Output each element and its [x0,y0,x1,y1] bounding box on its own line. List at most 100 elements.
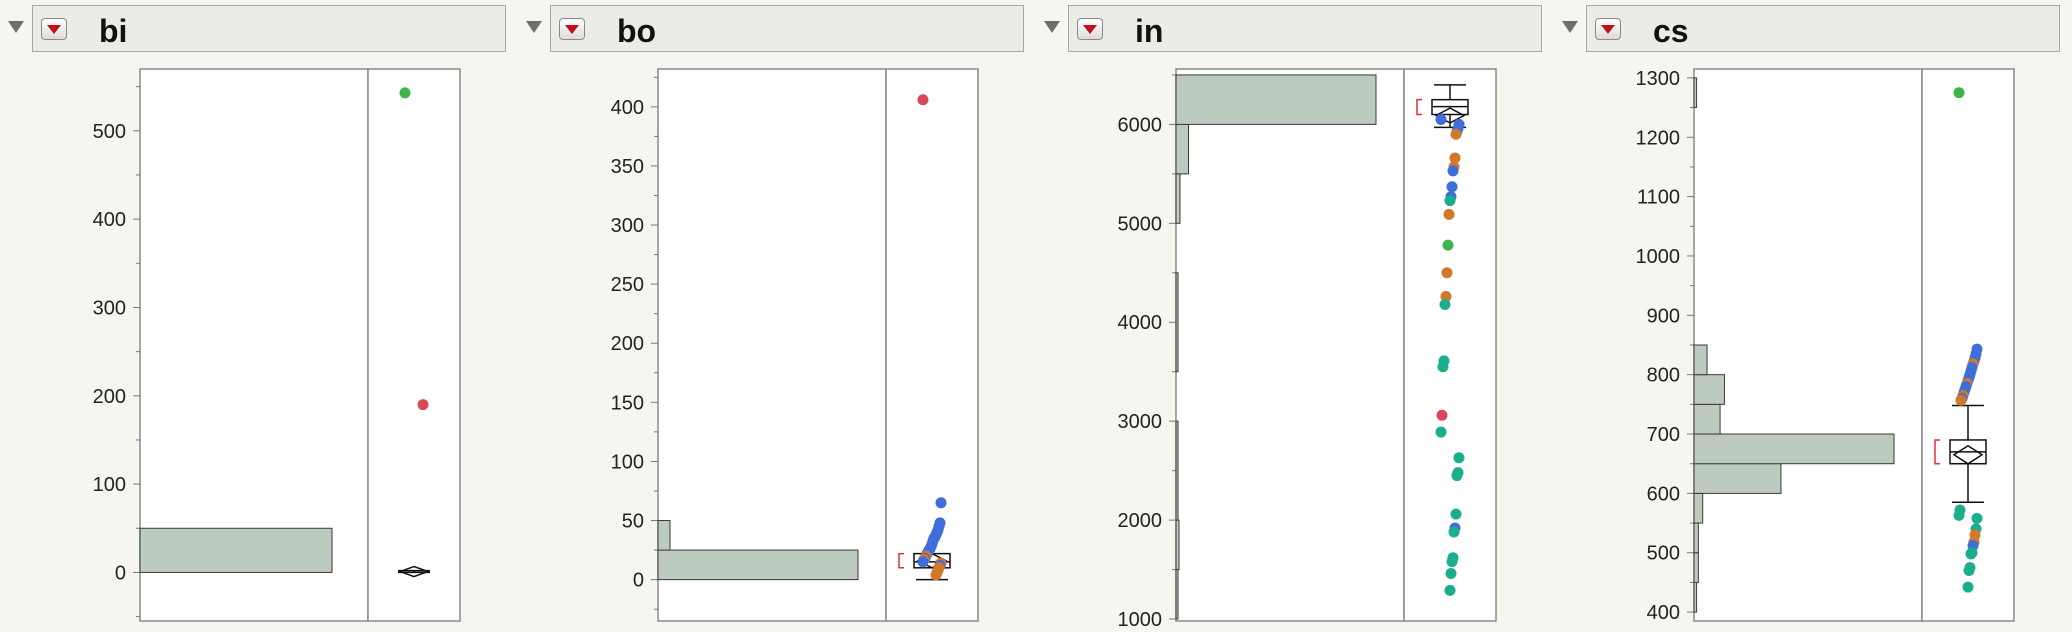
y-tick-label: 1200 [1636,127,1681,149]
y-tick-label: 400 [611,97,644,119]
y-tick-label: 400 [93,209,126,231]
boxplot-frame [1403,68,1497,622]
disclosure-triangle-icon[interactable] [526,21,542,33]
data-point [1446,181,1458,193]
data-point [417,399,429,411]
panel-title: bo [617,13,657,49]
red-triangle-menu-button[interactable] [41,18,67,40]
histogram-bar [657,549,859,581]
histogram-bar [1693,581,1698,613]
disclosure-triangle-icon[interactable] [1044,21,1060,33]
y-tick-label: 350 [611,156,644,178]
red-triangle-menu-icon [1601,25,1615,34]
shortest-half-bracket [898,552,904,569]
data-point [1435,426,1447,438]
panel-title: cs [1653,13,1689,49]
y-tick-label: 100 [611,451,644,473]
y-tick-label: 6000 [1118,114,1163,136]
histogram-bar [1175,74,1377,125]
y-tick-label: 250 [611,274,644,296]
y-tick-label: 100 [93,474,126,496]
histogram-bar [1175,173,1181,224]
chart-bo: 0 50 100 150 200 250 300 350 400 [611,68,979,622]
histogram-bar [1693,492,1704,524]
y-tick-label: 300 [611,215,644,237]
y-tick-label: 600 [1647,483,1680,505]
data-point [1451,470,1463,482]
panel-title: bi [99,13,128,49]
histogram-bar [1693,77,1698,109]
data-point [1444,584,1456,596]
data-point [1439,298,1451,310]
data-point [935,497,947,509]
panel-header: bo [550,5,1024,52]
y-tick-label: 0 [633,570,644,592]
data-point [1953,509,1965,521]
data-point [1442,239,1454,251]
chart-cs: 400 500 600 700 800 900 1000 1100 1200 1300 [1636,68,2015,624]
data-point [1971,512,1983,524]
y-tick-label: 1100 [1637,187,1680,209]
y-tick-label: 4000 [1118,312,1163,334]
boxplot-frame [885,68,979,622]
distribution-panel-cs: cs 400 500 600 700 800 900 1000 1100 1200 1300 [1554,0,2072,632]
data-point [1449,152,1461,164]
y-tick-label: 3000 [1118,411,1163,433]
red-triangle-menu-icon [565,25,579,34]
shortest-half-bracket [1934,439,1940,465]
panel-header: in [1068,5,1542,52]
data-point [399,87,411,99]
histogram-bar [1693,344,1708,376]
data-point [1435,113,1447,125]
y-tick-label: 500 [93,121,126,143]
chart-bi: 0 100 200 300 400 500 [93,68,461,622]
distribution-panel-in: in 1000 2000 3000 4000 5000 6000 [1036,0,1556,632]
data-point [1963,565,1975,577]
red-triangle-menu-icon [47,25,61,34]
y-tick-label: 300 [93,297,126,319]
data-point [1953,87,1965,99]
data-point [1448,526,1460,538]
data-point [1955,394,1967,406]
red-triangle-menu-button[interactable] [1077,18,1103,40]
data-point [1443,208,1455,220]
histogram-bar [657,520,671,551]
disclosure-triangle-icon[interactable] [8,21,24,33]
y-tick-label: 200 [93,386,126,408]
y-tick-label: 1000 [1118,609,1163,631]
y-tick-label: 900 [1647,305,1680,327]
red-triangle-menu-icon [1083,25,1097,34]
histogram-bar [1693,463,1782,494]
y-tick-label: 500 [1647,543,1680,565]
red-triangle-menu-button[interactable] [559,18,585,40]
histogram-bar [1693,522,1699,554]
y-tick-label: 700 [1647,424,1680,446]
data-point [1450,128,1462,140]
data-point [1965,548,1977,560]
y-tick-label: 400 [1647,602,1680,624]
histogram-frame [1175,68,1405,622]
boxplot-frame [367,68,461,622]
y-tick-label: 150 [611,392,644,414]
disclosure-triangle-icon[interactable] [1562,21,1578,33]
histogram-bar [1175,519,1180,571]
data-point [1450,508,1462,520]
data-point [1962,581,1974,593]
histogram-bar [1693,374,1725,405]
histogram-bar [1693,433,1895,465]
data-point [1447,165,1459,177]
data-point [1444,195,1456,207]
boxplot-frame [1921,68,2015,622]
data-point [930,569,942,581]
histogram-frame [657,68,887,622]
histogram-bar [1175,272,1179,373]
y-tick-label: 200 [611,333,644,355]
data-point [917,556,929,568]
y-tick-label: 800 [1647,365,1680,387]
y-tick-label: 5000 [1118,213,1163,235]
red-triangle-menu-button[interactable] [1595,18,1621,40]
histogram-bar [139,527,333,573]
y-tick-label: 1000 [1636,246,1681,268]
panel-title: in [1135,13,1164,49]
